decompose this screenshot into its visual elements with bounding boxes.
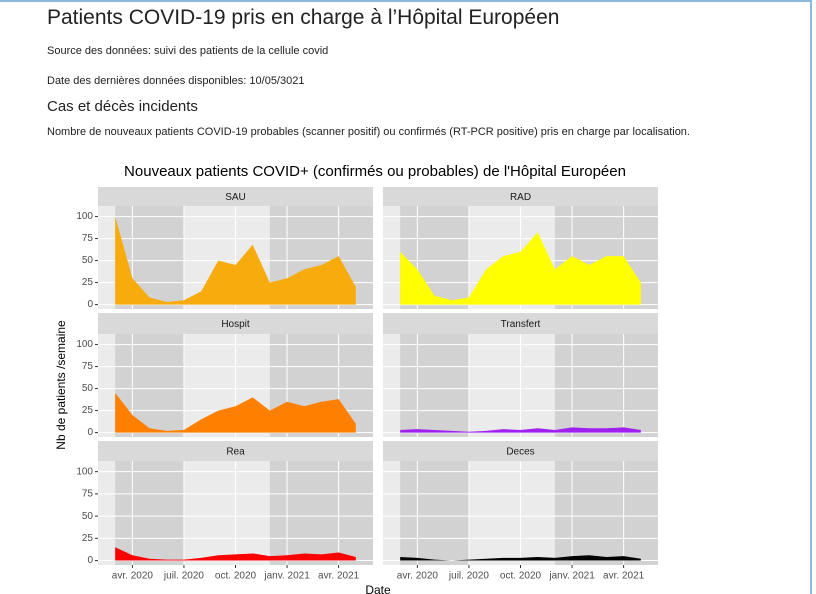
y-tick-label: 75 [82,489,94,500]
y-tick-label: 0 [87,427,93,438]
y-tick-label: 75 [82,233,94,244]
x-tick-label: oct. 2020 [500,571,542,582]
section-heading: Cas et décès incidents [47,98,198,115]
page-title: Patients COVID-19 pris en charge à l’Hôp… [47,6,560,29]
area [115,216,356,305]
strip-label: Transfert [501,319,541,330]
x-tick-label: oct. 2020 [215,571,257,582]
x-tick-label: avr. 2021 [318,571,360,582]
y-axis-label: Nb de patients /semaine [54,320,68,450]
y-tick-label: 0 [87,299,93,310]
strip [383,187,658,206]
strip [383,441,658,461]
y-tick-label: 25 [82,277,94,288]
date-line: Date des dernières données disponibles: … [47,75,305,87]
area [115,392,356,433]
y-tick-label: 50 [82,255,94,266]
x-tick-label: juil. 2020 [448,571,489,582]
x-tick-label: avr. 2020 [112,571,154,582]
area [115,547,356,561]
source-line: Source des données: suivi des patients d… [47,45,329,57]
shaded-period [400,334,469,437]
shaded-period [554,334,658,437]
strip [383,313,658,334]
strip-label: RAD [510,192,531,203]
x-axis-label: Date [365,583,391,594]
shaded-period [269,461,373,565]
y-tick-label: 100 [76,211,93,222]
shaded-period [400,461,469,565]
chart-title: Nouveaux patients COVID+ (confirmés ou p… [124,163,626,180]
y-tick-label: 25 [82,533,94,544]
shaded-period [554,461,658,565]
strip [98,441,373,461]
area [400,555,641,561]
x-tick-label: janv. 2021 [548,571,595,582]
x-tick-label: janv. 2021 [263,571,310,582]
strip [98,313,373,334]
y-tick-label: 100 [76,466,93,477]
area [400,427,641,433]
description: Nombre de nouveaux patients COVID-19 pro… [47,126,690,138]
y-tick-label: 25 [82,405,94,416]
y-tick-label: 0 [87,555,93,566]
strip-label: Rea [226,447,245,458]
y-tick-label: 100 [76,339,93,350]
x-tick-label: avr. 2021 [603,571,645,582]
strip-label: Deces [506,447,534,458]
shaded-period [115,461,184,565]
strip [98,187,373,206]
strip-label: Hospit [221,319,250,330]
strip-label: SAU [225,192,246,203]
y-tick-label: 50 [82,383,94,394]
y-tick-label: 50 [82,511,94,522]
x-tick-label: avr. 2020 [397,571,439,582]
area [400,232,641,305]
y-tick-label: 75 [82,361,94,372]
x-tick-label: juil. 2020 [163,571,204,582]
